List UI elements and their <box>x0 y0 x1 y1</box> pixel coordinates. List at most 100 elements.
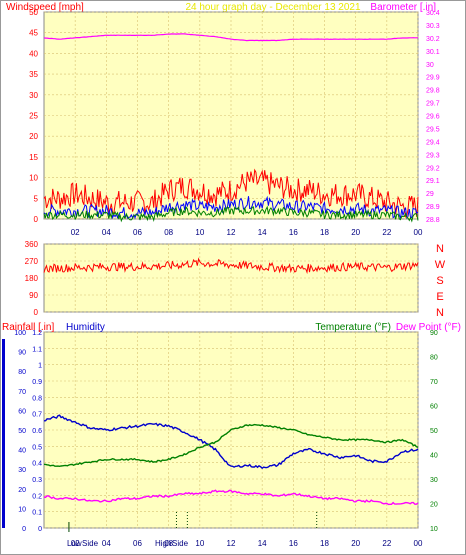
barometer-tick-label: 30.2 <box>426 36 440 43</box>
wind-time-tick-label: 10 <box>195 228 204 237</box>
windspeed-tick-label: 5 <box>34 194 39 203</box>
barometer-tick-label: 29 <box>426 191 434 198</box>
humidity-tick-label: 10 <box>18 506 26 513</box>
rainfall-tick-label: 0.5 <box>32 444 42 451</box>
direction-tick-label: 0 <box>34 308 39 317</box>
barometer-tick-label: 29.8 <box>426 88 440 95</box>
barometer-tick-label: 29.6 <box>426 114 440 121</box>
barometer-tick-label: 28.9 <box>426 204 440 211</box>
humidity-tick-label: 70 <box>18 389 26 396</box>
dewpoint-axis-title: Dew Point (°F) <box>396 322 461 333</box>
temperature-tick-label: 80 <box>430 355 438 362</box>
wind-low-line <box>43 205 419 223</box>
barometer-tick-label: 30.4 <box>426 10 440 17</box>
direction-letter-n-top: N <box>436 243 444 255</box>
direction-letter-w: W <box>435 259 446 271</box>
humidity-tick-label: 60 <box>18 408 26 415</box>
direction-letter-n-bottom: N <box>436 307 444 319</box>
temperature-tick-label: 90 <box>430 330 438 337</box>
rainfall-tick-label: 0.6 <box>32 428 42 435</box>
barometer-tick-label: 29.9 <box>426 75 440 82</box>
lower-time-tick-label: 06 <box>133 539 142 548</box>
direction-letter-s: S <box>436 275 443 287</box>
wind-direction-line <box>43 257 419 275</box>
rainfall-tick-label: 0.7 <box>32 412 42 419</box>
wind-time-tick-label: 22 <box>382 228 391 237</box>
direction-tick-label: 180 <box>25 274 39 283</box>
wind-time-tick-label: 08 <box>164 228 173 237</box>
wind-time-tick-label: 00 <box>414 228 423 237</box>
barometer-tick-label: 29.3 <box>426 152 440 159</box>
lower-time-tick-label: 20 <box>351 539 360 548</box>
direction-marks <box>43 257 419 275</box>
windspeed-tick-label: 40 <box>29 49 38 58</box>
direction-tick-label: 270 <box>25 257 39 266</box>
barometer-tick-label: 30 <box>426 62 434 69</box>
temperature-tick-label: 20 <box>430 502 438 509</box>
barometer-tick-label: 29.5 <box>426 126 440 133</box>
windspeed-tick-label: 25 <box>29 112 38 121</box>
wind-barometer-marks <box>43 33 419 223</box>
humidity-tick-label: 80 <box>18 369 26 376</box>
wind-time-tick-label: 12 <box>227 228 236 237</box>
rainfall-tick-label: 1.1 <box>32 346 42 353</box>
humidity-tick-label: 40 <box>18 448 26 455</box>
barometer-tick-label: 30.3 <box>426 23 440 30</box>
direction-panel-grid <box>44 243 419 313</box>
axis-tick-labels: 0510152025303540455028.828.92929.129.229… <box>14 8 439 548</box>
rainfall-tick-label: 0 <box>38 526 42 533</box>
humidity-tick-label: 100 <box>14 330 26 337</box>
dewpoint-line <box>43 489 419 506</box>
wind-gust-line <box>43 168 419 218</box>
wind-time-tick-label: 14 <box>258 228 267 237</box>
temperature-tick-label: 60 <box>430 404 438 411</box>
humidity-tick-label: 0 <box>22 526 26 533</box>
marker-high-side: Side <box>172 539 189 548</box>
temperature-tick-label: 10 <box>430 526 438 533</box>
direction-letter-e: E <box>436 291 443 303</box>
barometer-tick-label: 28.8 <box>426 217 440 224</box>
lower-time-tick-label: 10 <box>195 539 204 548</box>
windspeed-tick-label: 35 <box>29 70 38 79</box>
wind-average-line <box>43 195 419 220</box>
rainfall-tick-label: 1 <box>38 363 42 370</box>
barometer-axis-title: Barometer [.in] <box>370 2 436 13</box>
humidity-line <box>43 414 419 470</box>
humidity-tick-label: 20 <box>18 487 26 494</box>
windspeed-tick-label: 20 <box>29 132 38 141</box>
lower-time-tick-label: 12 <box>227 539 236 548</box>
barometer-tick-label: 29.7 <box>426 101 440 108</box>
wind-time-tick-label: 16 <box>289 228 298 237</box>
wind-time-tick-label: 18 <box>320 228 329 237</box>
lower-time-tick-label: 02 <box>71 539 80 548</box>
wind-time-tick-label: 06 <box>133 228 142 237</box>
barometer-tick-label: 29.2 <box>426 165 440 172</box>
barometer-line <box>43 33 418 42</box>
humidity-tick-label: 50 <box>18 428 26 435</box>
wind-time-tick-label: 02 <box>71 228 80 237</box>
rainfall-tick-label: 0.2 <box>32 493 42 500</box>
lower-time-tick-label: 18 <box>320 539 329 548</box>
humidity-tick-label: 30 <box>18 467 26 474</box>
temperature-tick-label: 50 <box>430 428 438 435</box>
temperature-tick-label: 30 <box>430 477 438 484</box>
humidity-scale-bar <box>2 339 5 528</box>
marker-low-side: Side <box>82 539 99 548</box>
rainfall-tick-label: 1.2 <box>32 330 42 337</box>
temperature-line <box>43 423 419 468</box>
barometer-tick-label: 29.1 <box>426 178 440 185</box>
wind-time-tick-label: 04 <box>102 228 111 237</box>
rainfall-tick-label: 0.9 <box>32 379 42 386</box>
windspeed-tick-label: 15 <box>29 153 38 162</box>
direction-tick-label: 360 <box>25 240 39 249</box>
windspeed-tick-label: 10 <box>29 174 38 183</box>
windspeed-tick-label: 50 <box>29 8 38 17</box>
lower-panel-marks <box>43 414 419 532</box>
temperature-axis-title: Temperature (°F) <box>315 322 391 333</box>
rainfall-tick-label: 0.8 <box>32 395 42 402</box>
wind-time-tick-label: 20 <box>351 228 360 237</box>
direction-tick-label: 90 <box>29 291 38 300</box>
lower-time-tick-label: 14 <box>258 539 267 548</box>
barometer-tick-label: 30.1 <box>426 49 440 56</box>
